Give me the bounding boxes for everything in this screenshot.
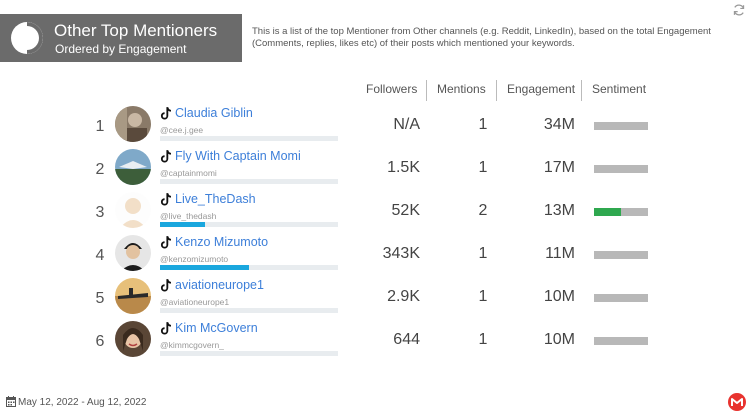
- avatar[interactable]: [115, 235, 151, 271]
- followers-value: 52K: [391, 202, 420, 219]
- mentioner-name-link[interactable]: aviationeurope1: [175, 278, 264, 292]
- mentioner-name-link[interactable]: Kim McGovern: [175, 321, 258, 335]
- mentions-value: 1: [478, 159, 488, 176]
- column-header-engagement[interactable]: Engagement: [507, 82, 576, 96]
- mentioner-name-link[interactable]: Fly With Captain Momi: [175, 149, 301, 163]
- reach-bar: [160, 136, 338, 141]
- reach-bar: [160, 179, 338, 184]
- mentioner-handle: @live_thedash: [160, 211, 217, 221]
- followers-value: 644: [393, 331, 420, 348]
- engagement-value: 10M: [543, 331, 575, 348]
- avatar[interactable]: [115, 192, 151, 228]
- engagement-value: 10M: [543, 288, 575, 305]
- mentioner-row[interactable]: 5 aviationeurope1 @aviationeurope1 2.9K …: [0, 276, 750, 319]
- mentions-value: 1: [478, 116, 488, 133]
- avatar[interactable]: [115, 321, 151, 357]
- mentioner-handle: @cee.j.gee: [160, 125, 204, 135]
- sentiment-bar: [594, 251, 648, 259]
- rank-number: 5: [95, 290, 105, 307]
- column-divider: [581, 80, 582, 101]
- half-circle-logo-icon: [11, 22, 43, 54]
- widget-subtitle: Ordered by Engagement: [55, 42, 187, 56]
- followers-value: 1.5K: [387, 159, 420, 176]
- tiktok-icon: [160, 236, 171, 249]
- reach-bar: [160, 222, 338, 227]
- rank-number: 6: [95, 333, 105, 350]
- mentioner-row[interactable]: 4 Kenzo Mizumoto @kenzomizumoto 343K 1 1…: [0, 233, 750, 276]
- rank-number: 3: [95, 204, 105, 221]
- sentiment-bar: [594, 337, 648, 345]
- tiktok-icon: [160, 150, 171, 163]
- tiktok-icon: [160, 322, 171, 335]
- engagement-value: 17M: [543, 159, 575, 176]
- mentions-value: 1: [478, 288, 488, 305]
- engagement-value: 11M: [545, 245, 575, 262]
- mentions-value: 2: [478, 202, 488, 219]
- mentioner-handle: @kenzomizumoto: [160, 254, 229, 264]
- rank-number: 1: [95, 118, 105, 135]
- column-header-mentions[interactable]: Mentions: [437, 82, 486, 96]
- reach-bar: [160, 308, 338, 313]
- sentiment-bar: [594, 294, 648, 302]
- followers-value: 2.9K: [387, 288, 420, 305]
- column-header-sentiment[interactable]: Sentiment: [592, 82, 647, 96]
- tiktok-icon: [160, 107, 171, 120]
- mentioner-handle: @aviationeurope1: [160, 297, 230, 307]
- mentions-value: 1: [478, 245, 488, 262]
- date-range-text: May 12, 2022 - Aug 12, 2022: [18, 397, 147, 408]
- column-divider: [426, 80, 427, 101]
- mentioner-handle: @kimmcgovern_: [160, 340, 224, 350]
- mentioner-row[interactable]: 6 Kim McGovern @kimmcgovern_ 644 1 10M: [0, 319, 750, 362]
- rank-number: 2: [95, 161, 105, 178]
- sentiment-bar: [594, 165, 648, 173]
- mentioner-name-link[interactable]: Claudia Giblin: [175, 106, 253, 120]
- tiktok-icon: [160, 193, 171, 206]
- mentioner-row[interactable]: 2 Fly With Captain Momi @captainmomi 1.5…: [0, 147, 750, 190]
- widget-header: Other Top Mentioners Ordered by Engageme…: [0, 14, 242, 62]
- avatar[interactable]: [115, 278, 151, 314]
- engagement-value: 13M: [543, 202, 575, 219]
- mentioner-name-link[interactable]: Kenzo Mizumoto: [175, 235, 269, 249]
- avatar[interactable]: [115, 149, 151, 185]
- mentioner-handle: @captainmomi: [160, 168, 217, 178]
- mentioner-row[interactable]: 1 Claudia Giblin @cee.j.gee N/A 1 34M: [0, 104, 750, 147]
- date-range: May 12, 2022 - Aug 12, 2022: [6, 396, 146, 408]
- followers-value: N/A: [393, 116, 420, 133]
- reach-bar: [160, 351, 338, 356]
- reach-bar: [160, 265, 338, 270]
- calendar-icon: [6, 396, 16, 407]
- sentiment-bar: [594, 208, 648, 216]
- followers-value: 343K: [382, 245, 420, 262]
- column-divider: [496, 80, 497, 101]
- widget-title: Other Top Mentioners: [54, 21, 218, 40]
- mentioner-row[interactable]: 3 Live_TheDash @live_thedash 52K 2 13M: [0, 190, 750, 233]
- column-header-followers[interactable]: Followers: [366, 82, 418, 96]
- mentions-value: 1: [478, 331, 488, 348]
- refresh-icon[interactable]: [732, 3, 746, 17]
- brand-logo-icon[interactable]: [728, 393, 746, 411]
- tiktok-icon: [160, 279, 171, 292]
- engagement-value: 34M: [543, 116, 575, 133]
- avatar[interactable]: [115, 106, 151, 142]
- mentioner-name-link[interactable]: Live_TheDash: [175, 192, 256, 206]
- rank-number: 4: [95, 247, 105, 264]
- sentiment-bar: [594, 122, 648, 130]
- widget-description: This is a list of the top Mentioner from…: [252, 26, 711, 49]
